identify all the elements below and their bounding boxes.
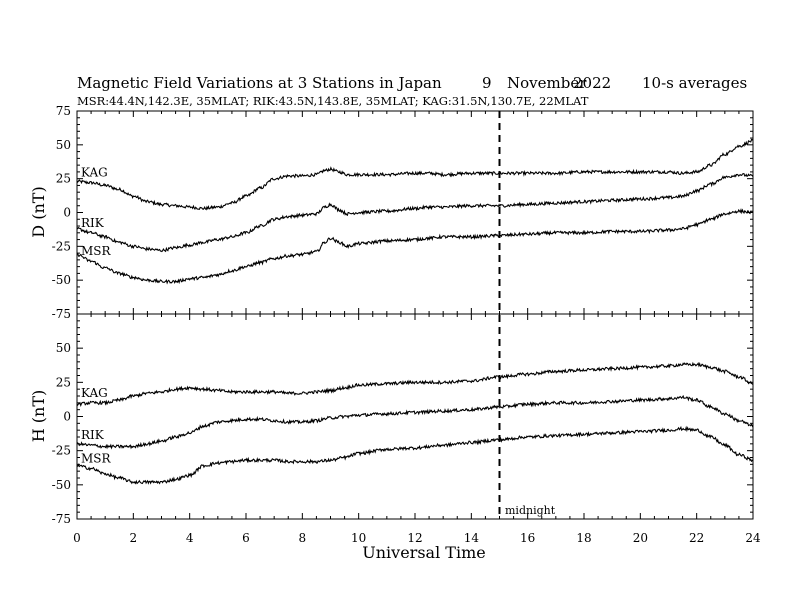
d-station-label-msr: MSR [81, 244, 112, 258]
d-panel-ylabel: D (nT) [29, 186, 48, 237]
date-year: 2022 [573, 74, 611, 92]
h-ytick-label: 50 [56, 341, 71, 355]
d-ytick-label: 0 [63, 206, 71, 220]
date-day: 9 [482, 74, 492, 92]
x-tick-label: 14 [464, 531, 480, 545]
d-series-msr [76, 207, 754, 285]
d-series-kag [76, 138, 754, 211]
d-ytick-label: 25 [56, 172, 71, 186]
series-layer: KAG RIK MSR KAG RIK MSR [76, 138, 754, 485]
d-ytick-label: 50 [56, 138, 71, 152]
x-tick-label: 24 [745, 531, 761, 545]
x-tick-label: 22 [689, 531, 704, 545]
h-panel-frame [76, 313, 754, 520]
x-tick-label: 2 [130, 531, 138, 545]
x-tick-label: 18 [576, 531, 591, 545]
h-station-label-msr: MSR [81, 451, 112, 465]
d-ytick-label: -25 [52, 239, 71, 253]
date-month: November [507, 74, 587, 92]
x-tick-label: 8 [299, 531, 307, 545]
d-station-label-rik: RIK [81, 216, 105, 230]
h-series-rik [76, 394, 754, 450]
chart-title: Magnetic Field Variations at 3 Stations … [77, 74, 442, 92]
stations-info: MSR:44.4N,142.3E, 35MLAT; RIK:43.5N,143.… [77, 94, 589, 108]
h-panel-ylabel: H (nT) [29, 390, 48, 443]
h-ytick-label: -50 [52, 478, 71, 492]
h-station-label-kag: KAG [81, 386, 108, 400]
x-tick-label: 10 [351, 531, 366, 545]
x-tick-label: 16 [520, 531, 535, 545]
h-series-msr [76, 425, 754, 485]
h-ytick-label: -25 [52, 444, 71, 458]
d-station-label-kag: KAG [81, 166, 108, 180]
midnight-label: midnight [505, 504, 556, 517]
x-tick-label: 0 [73, 531, 81, 545]
h-ytick-label: 25 [56, 375, 71, 389]
x-axis-label: Universal Time [362, 543, 485, 562]
averaging-label: 10-s averages [642, 74, 747, 92]
h-series-kag [76, 361, 754, 408]
d-series-rik [76, 173, 754, 253]
x-tick-label: 4 [186, 531, 194, 545]
x-tick-label: 20 [633, 531, 648, 545]
d-ytick-label: 75 [56, 104, 71, 118]
x-tick-label: 6 [242, 531, 250, 545]
h-station-label-rik: RIK [81, 428, 105, 442]
d-panel-frame [76, 110, 754, 315]
h-ytick-label: 0 [63, 410, 71, 424]
x-tick-label: 12 [407, 531, 422, 545]
h-ytick-label: -75 [52, 512, 71, 526]
d-ytick-label: -50 [52, 273, 71, 287]
d-ytick-label: -75 [52, 307, 71, 321]
